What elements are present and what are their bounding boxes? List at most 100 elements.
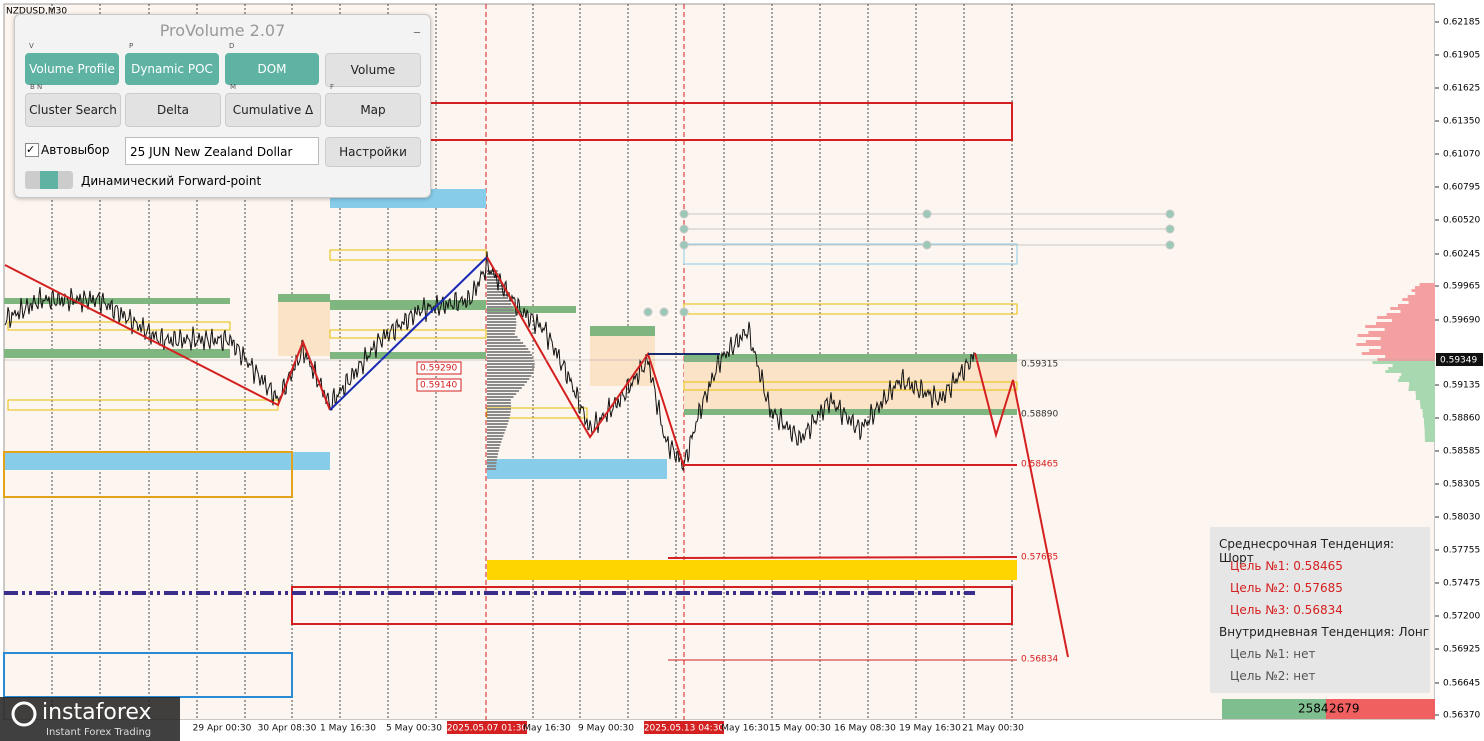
profile-bar [487,462,497,464]
profile-bar [487,357,534,359]
trend-line [329,256,488,411]
forecast-line [974,352,1069,658]
toggle[interactable] [25,171,73,189]
button-key: P [129,42,134,50]
target: Цель №3: 0.56834 [1230,603,1343,617]
buy-count: 2584 [1298,702,1329,716]
profile-bar [1377,316,1435,319]
button-label: Cumulative Δ [232,103,314,117]
panel-button[interactable]: Map F [325,83,421,127]
level-label: 0.56834 [1021,655,1058,665]
profile-bar [487,417,510,419]
price-label: 0.57200 [1443,612,1480,622]
trend-line [486,256,685,468]
profile-bar [1398,304,1435,307]
profile-bar [1411,289,1435,292]
profile-bar [1419,283,1435,286]
profile-bar [487,390,519,392]
profile-bar [1388,367,1435,370]
profile-bar [1398,379,1435,382]
price-label: 0.58585 [1443,447,1480,457]
profile-bar [487,345,526,347]
price-label: 0.60520 [1443,216,1480,226]
time-label: 2025.05.07 01:30 [447,724,528,734]
profile-bar [1420,406,1435,409]
zone-box [291,586,1013,625]
panel-button[interactable]: Dynamic POC P [125,42,219,85]
buy-bar [1222,699,1326,719]
profile-bar [1408,388,1435,391]
level-label: 0.59140 [420,381,457,391]
profile-bar [1368,331,1435,334]
logo-tagline: Instant Forex Trading [46,727,151,738]
profile-bar [487,405,512,407]
profile-bar [1415,286,1435,289]
profile-bar [1423,418,1435,421]
profile-bar [487,354,533,356]
profile-bar [487,291,506,293]
target: Цель №2: нет [1230,669,1316,683]
profile-bar [487,306,513,308]
profile-bar [487,336,518,338]
time-highlight [644,721,724,734]
time-axis-labels: 29 Apr 00:30 30 Apr 08:30 1 May 16:30 5 May… [193,721,1024,734]
logo-name: instaforex [42,700,152,725]
profile-bar [1420,403,1435,406]
profile-bar [487,279,501,281]
button-label: Volume [350,63,396,77]
profile-bar [487,453,498,455]
panel-button[interactable]: Cumulative Δ M [225,83,321,127]
sell-bar [1326,699,1435,719]
profile-bar [487,282,502,284]
profile-bar [487,369,534,371]
panel-button[interactable]: Cluster Search B N [25,83,121,127]
zone-yellow [487,560,1017,580]
profile-bar [1372,361,1435,364]
forward-point-label: Динамический Forward-point [81,174,262,188]
price-label: 0.61905 [1443,51,1480,61]
profile-bar [487,297,509,299]
level-label: 0.59290 [420,364,457,374]
profile-bar [1390,307,1435,310]
autoselect-checkbox[interactable]: ✓ [25,143,39,157]
profile-bar [1422,412,1435,415]
minimize[interactable]: _ [414,19,420,33]
zone-range [684,355,1017,413]
time-label: 21 May 00:30 [962,724,1024,734]
target: Цель №1: нет [1230,647,1316,661]
autoselect-label: Автовыбор [41,143,110,157]
profile-bar [487,384,525,386]
profile-bar [1365,340,1435,343]
panel-button[interactable]: Delta [125,93,221,127]
price-label: 0.58305 [1443,480,1480,490]
profile-bar [1415,292,1435,295]
profile-bar [1369,349,1435,352]
panel-button[interactable]: Volume Profile V [25,42,119,85]
blue-levels [683,243,1018,265]
profile-bar [1419,400,1435,403]
price-label: 0.61350 [1443,117,1480,127]
panel-button[interactable]: DOM D [225,42,319,85]
instrument-select[interactable]: 25 JUN New Zealand Dollar [125,137,319,165]
price-label: 0.61070 [1443,150,1480,160]
price-label: 0.57475 [1443,579,1480,589]
profile-bar [487,366,535,368]
profile-bar [1424,424,1435,427]
panel-button[interactable]: Volume [325,53,421,87]
volume-profile [487,270,535,470]
profile-bar [1424,430,1435,433]
settings-button[interactable]: Настройки [325,137,421,167]
profile-bar [487,414,511,416]
profile-bar [1424,427,1435,430]
provolume-panel: ProVolume 2.07 _ Volume Profile V Dynamic … [14,14,431,198]
profile-bar [487,423,508,425]
time-label: May 16:30 [721,724,769,734]
profile-bar [1409,382,1435,385]
profile-bar [487,411,511,413]
button-key: V [29,42,34,50]
level-label: 0.58465 [1021,460,1058,470]
button-key: F [330,83,335,91]
profile-bar [487,408,511,410]
price-label: 0.57755 [1443,546,1480,556]
